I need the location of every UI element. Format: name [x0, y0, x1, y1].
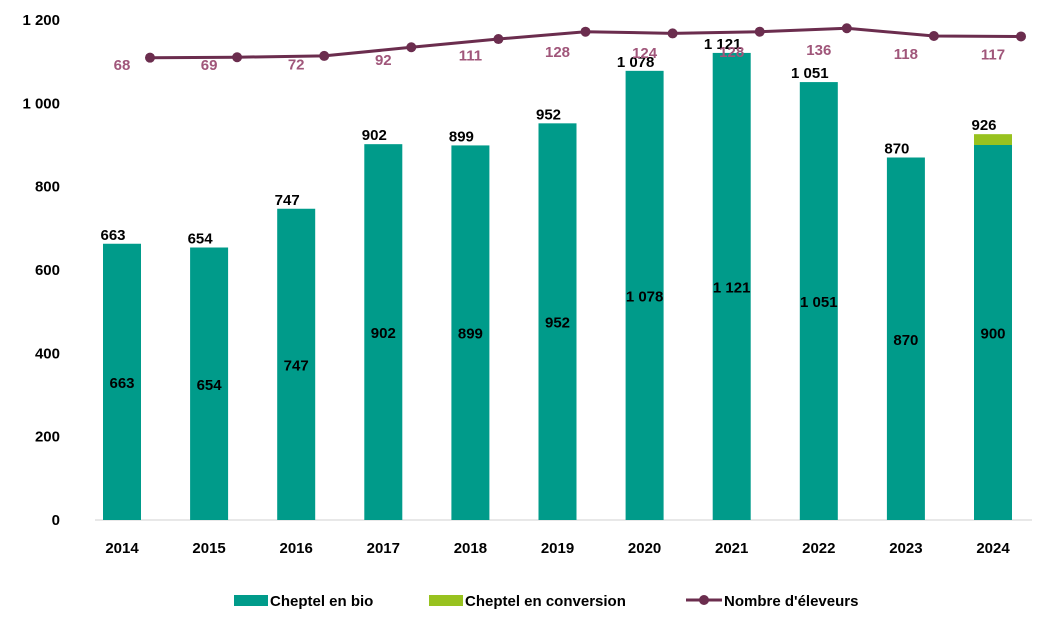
bar-cheptel-en-bio [974, 145, 1012, 520]
bar-total-label: 654 [188, 231, 214, 248]
line-point [406, 42, 417, 53]
legend-marker-nombre-d-eleveurs [699, 595, 709, 605]
bar-cheptel-en-bio [103, 243, 141, 520]
line-value-label: 68 [114, 57, 131, 74]
bar-cheptel-en-bio [886, 157, 925, 520]
bar-value-label: 747 [284, 357, 309, 374]
line-point [667, 28, 678, 39]
bar-total-label: 899 [449, 128, 474, 145]
x-tick-label: 2024 [976, 540, 1010, 557]
bar-total-label: 663 [100, 227, 125, 244]
y-tick-label: 400 [35, 345, 60, 362]
bar-value-label: 900 [980, 326, 1005, 343]
bar-cheptel-en-bio [451, 145, 490, 520]
bar-cheptel-en-bio [364, 144, 403, 520]
bar-cheptel-en-bio [190, 247, 229, 520]
line-point [928, 31, 939, 42]
x-tick-label: 2021 [715, 540, 748, 557]
line-series: 68 69 72 92 111 128 124 128 136 118 117 [114, 23, 1026, 74]
bar-value-label: 1 078 [626, 288, 664, 305]
bar-value-label: 1 121 [713, 279, 751, 296]
bar-value-label: 902 [371, 325, 396, 342]
x-tick-label: 2014 [105, 540, 139, 557]
line-point [145, 52, 155, 63]
x-tick-label: 2019 [541, 540, 574, 557]
line-value-label: 69 [201, 57, 218, 74]
y-axis: 0 200 400 600 800 1 000 1 200 [22, 12, 60, 529]
line-value-label: 136 [806, 42, 831, 59]
bar-value-label: 899 [458, 326, 483, 343]
y-tick-label: 600 [35, 262, 60, 279]
y-tick-label: 200 [35, 429, 60, 446]
bar-value-label: 870 [893, 332, 918, 349]
line-point [319, 50, 330, 61]
bar-total-label: 747 [275, 192, 300, 209]
bar-labels: 663 663 654 654 747 747 902 902 899 899 952 952 1 07… [100, 36, 1005, 394]
line-value-label: 72 [288, 56, 305, 73]
line-point [232, 52, 243, 63]
bar-total-label: 902 [362, 127, 387, 144]
x-tick-label: 2015 [192, 540, 225, 557]
bar-cheptel-en-bio [712, 52, 751, 521]
y-tick-label: 1 200 [22, 12, 60, 29]
line-value-label: 128 [719, 44, 744, 61]
line-value-label: 118 [894, 46, 918, 63]
x-tick-label: 2020 [628, 540, 661, 557]
bar-cheptel-en-bio [277, 208, 316, 520]
x-tick-label: 2023 [889, 540, 922, 557]
x-axis: 2014 2015 2016 2017 2018 2019 2020 2021 2022 2023… [95, 519, 1032, 557]
bar-cheptel-en-bio [799, 82, 838, 520]
bar-value-label: 1 051 [800, 294, 838, 311]
y-tick-label: 800 [35, 179, 60, 196]
bar-cheptel-en-conversion [974, 134, 1012, 145]
legend-label-cheptel-en-conversion: Cheptel en conversion [465, 593, 626, 610]
bar-total-label: 870 [884, 141, 909, 158]
line-value-label: 111 [459, 48, 482, 65]
line-point [754, 26, 765, 37]
bar-value-label: 952 [545, 315, 570, 332]
line-value-label: 117 [981, 46, 1005, 63]
bar-total-label: 926 [971, 117, 996, 134]
legend-swatch-cheptel-en-conversion [429, 595, 463, 606]
bar-total-label: 1 121 [704, 36, 742, 53]
line-point [1016, 31, 1026, 42]
bar-total-label: 1 078 [617, 54, 655, 71]
line-point [493, 34, 504, 45]
line-value-label: 124 [632, 45, 658, 62]
x-tick-label: 2018 [454, 540, 487, 557]
bar-total-label: 1 051 [791, 65, 829, 82]
x-tick-label: 2016 [280, 540, 313, 557]
bar-cheptel-en-bio [625, 70, 664, 520]
legend-label-nombre-d-eleveurs: Nombre d'éleveurs [724, 593, 858, 610]
line-value-label: 92 [375, 52, 392, 69]
legend: Cheptel en bio Cheptel en conversion Nombr… [234, 593, 858, 610]
line-value-label: 128 [545, 44, 570, 61]
bar-value-label: 663 [109, 375, 134, 392]
y-tick-label: 0 [52, 512, 60, 529]
legend-label-cheptel-en-bio: Cheptel en bio [270, 593, 373, 610]
legend-swatch-cheptel-en-bio [234, 595, 268, 606]
line-point [841, 23, 852, 34]
y-tick-label: 1 000 [22, 95, 60, 112]
bars [103, 52, 1012, 521]
bar-total-label: 952 [536, 106, 561, 123]
bar-value-label: 654 [197, 377, 223, 394]
line-point [580, 26, 591, 37]
bar-cheptel-en-bio [538, 123, 577, 520]
x-tick-label: 2022 [802, 540, 835, 557]
x-tick-label: 2017 [367, 540, 400, 557]
